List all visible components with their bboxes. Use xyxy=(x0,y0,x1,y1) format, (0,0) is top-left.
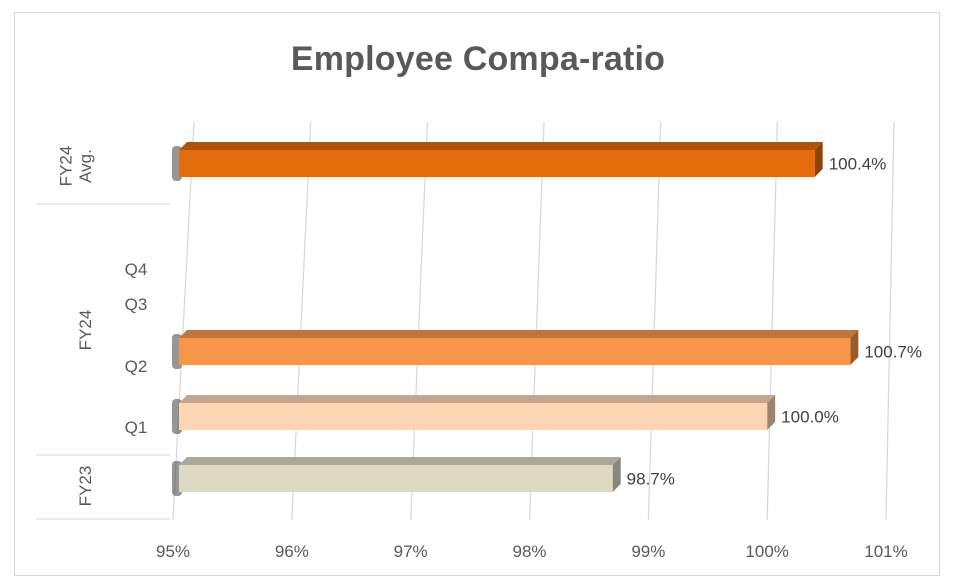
x-tick-label: 100% xyxy=(745,542,788,561)
bar-top xyxy=(179,142,823,150)
x-tick-label: 101% xyxy=(864,542,907,561)
group-label: FY24 xyxy=(76,310,95,351)
bar xyxy=(179,403,768,430)
bar xyxy=(179,338,851,365)
data-label: 100.0% xyxy=(781,408,839,427)
group-label: FY23 xyxy=(76,466,95,507)
category-label: Q1 xyxy=(125,418,148,437)
category-label: Q3 xyxy=(125,295,148,314)
category-label: Q4 xyxy=(125,260,148,279)
bar-top xyxy=(179,457,621,465)
group-label: FY24Avg. xyxy=(57,146,96,187)
gridline xyxy=(885,121,895,521)
bar-side xyxy=(850,330,859,365)
bar xyxy=(179,150,815,177)
bar xyxy=(179,465,613,492)
bar-top xyxy=(179,395,776,403)
x-tick-label: 96% xyxy=(275,542,309,561)
x-tick-label: 99% xyxy=(631,542,665,561)
bar-side xyxy=(814,142,823,177)
x-tick-label: 98% xyxy=(512,542,546,561)
gridline xyxy=(410,121,428,521)
gridline xyxy=(291,121,312,521)
gridline xyxy=(172,121,195,521)
gridline xyxy=(647,121,662,521)
bar-side xyxy=(767,395,776,430)
bar-side xyxy=(612,457,621,492)
data-label: 98.7% xyxy=(627,470,675,489)
x-tick-label: 95% xyxy=(156,542,190,561)
data-label: 100.7% xyxy=(864,343,922,362)
gridline xyxy=(766,121,778,521)
chart-title: Employee Compa-ratio xyxy=(290,40,666,78)
bar-top xyxy=(179,330,859,338)
data-label: 100.4% xyxy=(829,155,887,174)
x-tick-label: 97% xyxy=(394,542,428,561)
gridline xyxy=(528,121,545,521)
category-label: Q2 xyxy=(125,357,148,376)
